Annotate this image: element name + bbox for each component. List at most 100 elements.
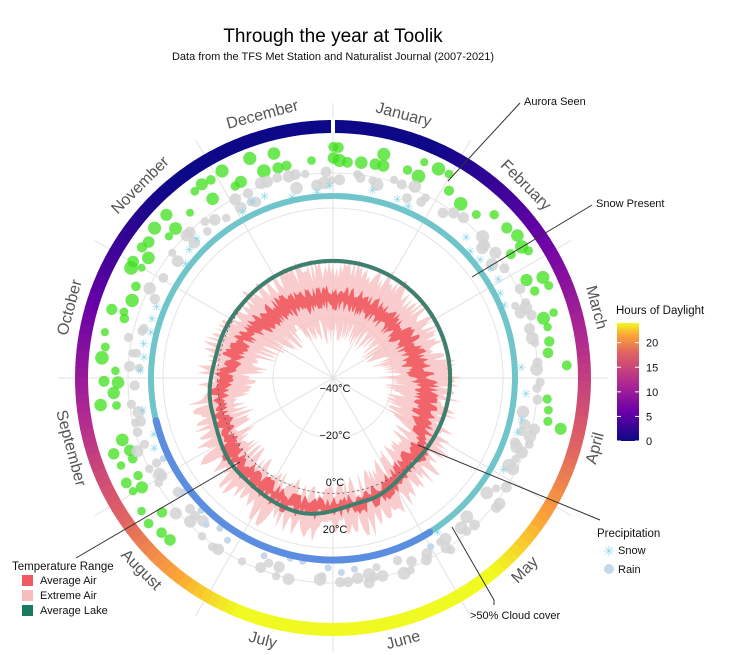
daylight-segment [529,223,546,239]
snow-marker: ✳ [147,312,157,326]
daylight-segment [577,363,591,374]
aurora-dot [471,210,481,219]
daylight-segment [358,121,370,136]
daylight-segment [267,126,280,142]
daylight-segment [359,620,371,635]
daylight-segment [483,565,499,582]
aurora-dot [520,273,533,287]
avg-lake-swatch [22,605,33,616]
daylight-segment [152,186,169,203]
daylight-segment [455,585,470,602]
aurora-dot [133,470,143,481]
cloud-dot [514,307,527,319]
daylight-segment [524,522,542,539]
daylight-segment [573,414,589,427]
daylight-segment [144,544,161,561]
cloud-dot [171,255,184,268]
daylight-segment [469,576,485,593]
cloud-dot [153,467,166,481]
cloud-dot [126,399,136,409]
daylight-legend: Hours of Daylight 20 15 10 5 0 [616,305,705,448]
cloud-dots [123,166,545,589]
aurora-dot [554,422,567,435]
cloud-dot [272,572,281,581]
temp-legend-title: Temperature Range [12,561,114,573]
cloud-dot [421,548,433,560]
snow-marker: ✳ [184,243,194,257]
daylight-segment [538,238,556,254]
cloud-dot [342,576,354,588]
aurora-dot [355,156,368,169]
aurora-dot [530,286,540,296]
aurora-dot [120,477,132,489]
snow-marker: ✳ [146,325,156,339]
daylight-segment [199,587,214,604]
snow-marker: ✳ [461,230,471,244]
daylight-segment [489,560,506,577]
aurora-dot [377,159,390,172]
cloud-dot [134,363,144,373]
daylight-segment [543,245,560,261]
snow-marker: ✳ [149,428,159,442]
snow-marker: ✳ [392,192,402,206]
snow-present-arc [333,193,518,550]
daylight-segment [349,120,361,135]
cloud-dot [123,332,134,342]
callout-cloud-line [451,526,495,605]
daylight-segment [177,573,193,590]
colorbar-tick-label: 20 [646,338,658,350]
cloud-dot [362,568,376,581]
aurora-dot [501,222,513,234]
callout-aurora-line [447,102,521,182]
colorbar-tick-label: 10 [646,387,658,399]
daylight-segment [118,226,135,242]
aurora-dot [142,236,155,248]
daylight-segment [81,434,97,448]
cloud-dot [402,193,412,204]
daylight-segment [75,384,89,395]
cloud-dot [492,484,501,493]
daylight-segment [552,479,568,494]
daylight-segment [132,532,149,548]
daylight-segment [495,184,511,201]
callout-snow-present: Snow Present [471,198,664,278]
cloud-dot [289,169,301,181]
aurora-dot [106,303,118,315]
daylight-segment [325,622,336,636]
aurora-dot [137,263,146,272]
chart-subtitle: Data from the TFS Met Station and Natura… [172,51,494,63]
temperature-tick-label: −20°C [319,430,350,442]
cloud-dot [272,172,283,183]
aurora-dots [94,141,572,546]
aurora-dot [489,210,499,220]
aurora-dot [186,208,194,217]
colorbar-tick-label: 15 [646,362,658,374]
snow-marker: ✳ [495,286,505,300]
grid-spoke [332,240,572,379]
aurora-dot [243,151,257,165]
aurora-dot [119,307,129,317]
cloud-dot [392,555,403,566]
daylight-segment [170,567,186,585]
daylight-segment [201,151,217,168]
daylight-segment [341,120,352,134]
daylight-segment [150,551,167,567]
daylight-segment [275,124,288,140]
daylight-segment [138,538,155,555]
cloud-dot [188,237,201,249]
cloud-dot [532,383,542,393]
daylight-segment [574,337,590,349]
daylight-segment [97,264,113,279]
aurora-dot [549,308,558,317]
daylight-segment [158,181,175,198]
temperature-tick-label: −40°C [319,383,350,395]
snow-marker: ✳ [287,190,297,204]
cloud-dot [416,197,427,207]
daylight-segment [310,120,322,134]
aurora-dot [131,281,141,292]
daylight-segment [534,508,552,525]
cloud-dot [532,394,543,405]
cloud-dot [229,193,242,206]
daylight-segment [461,158,477,175]
